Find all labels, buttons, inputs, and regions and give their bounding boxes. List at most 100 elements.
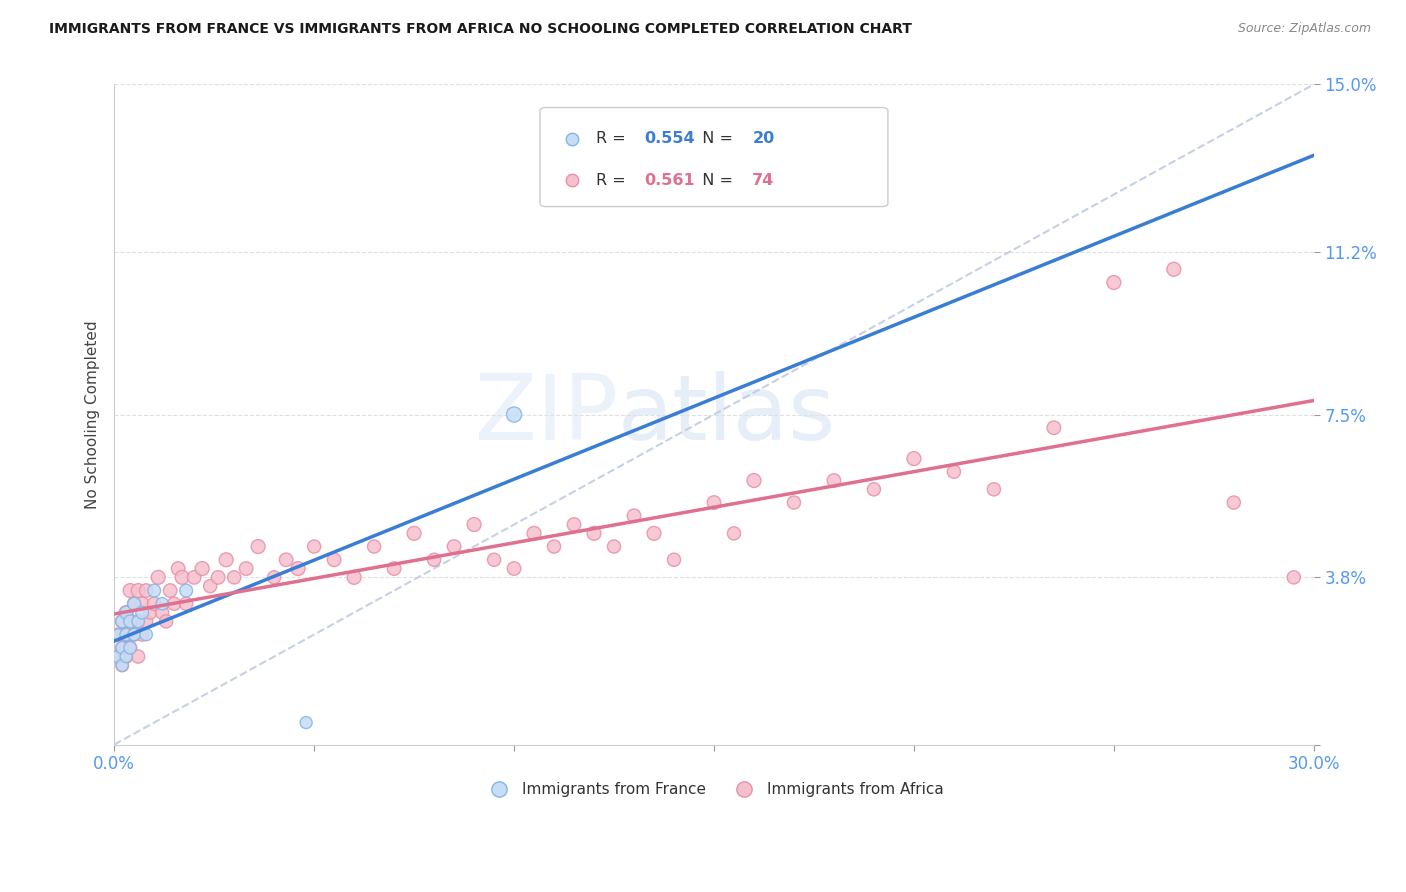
Point <box>235 561 257 575</box>
Y-axis label: No Schooling Completed: No Schooling Completed <box>86 320 100 508</box>
Text: IMMIGRANTS FROM FRANCE VS IMMIGRANTS FROM AFRICA NO SCHOOLING COMPLETED CORRELAT: IMMIGRANTS FROM FRANCE VS IMMIGRANTS FRO… <box>49 22 912 37</box>
Point <box>127 583 149 598</box>
Point <box>783 495 806 509</box>
Point <box>120 640 142 655</box>
Text: N =: N = <box>692 173 738 187</box>
Point <box>115 606 138 620</box>
Point <box>115 649 138 664</box>
Point <box>111 640 134 655</box>
Point <box>135 627 157 641</box>
Point <box>703 495 725 509</box>
Point <box>662 553 685 567</box>
Point <box>503 561 526 575</box>
Text: R =: R = <box>596 173 631 187</box>
Point <box>172 570 194 584</box>
Point <box>127 649 149 664</box>
Point <box>863 483 886 497</box>
Point <box>131 627 153 641</box>
Point <box>443 540 465 554</box>
Point <box>1223 495 1246 509</box>
Text: 0.561: 0.561 <box>644 173 695 187</box>
Point <box>983 483 1005 497</box>
Point <box>115 606 138 620</box>
Point <box>723 526 745 541</box>
Point <box>150 597 173 611</box>
Point <box>603 540 626 554</box>
Point <box>111 658 134 673</box>
Point <box>127 615 149 629</box>
Point <box>343 570 366 584</box>
Text: R =: R = <box>596 131 631 146</box>
Point <box>302 540 325 554</box>
Text: 0.554: 0.554 <box>644 131 695 146</box>
Point <box>295 715 318 730</box>
Point <box>115 649 138 664</box>
Point <box>523 526 546 541</box>
Point <box>543 540 565 554</box>
Point <box>903 451 925 466</box>
Point <box>623 508 645 523</box>
Point <box>1163 262 1185 277</box>
Point <box>404 526 426 541</box>
Point <box>323 553 346 567</box>
Point <box>942 465 965 479</box>
Point <box>120 583 142 598</box>
Point <box>159 583 181 598</box>
Point <box>139 606 162 620</box>
Point <box>174 583 197 598</box>
Point <box>276 553 298 567</box>
Point <box>107 649 129 664</box>
Legend: Immigrants from France, Immigrants from Africa: Immigrants from France, Immigrants from … <box>478 776 950 803</box>
Point <box>562 517 585 532</box>
FancyBboxPatch shape <box>540 108 889 207</box>
Point <box>107 627 129 641</box>
Point <box>131 606 153 620</box>
Point <box>120 615 142 629</box>
Point <box>463 517 485 532</box>
Text: 74: 74 <box>752 173 775 187</box>
Point <box>122 627 145 641</box>
Point <box>1043 421 1066 435</box>
Point <box>742 474 765 488</box>
Point <box>127 615 149 629</box>
Point <box>122 597 145 611</box>
Point <box>1282 570 1305 584</box>
Point <box>107 627 129 641</box>
Point <box>135 615 157 629</box>
Point <box>143 597 166 611</box>
Point <box>247 540 270 554</box>
Point <box>155 615 177 629</box>
Point <box>122 597 145 611</box>
Point <box>207 570 229 584</box>
Point <box>174 597 197 611</box>
Point <box>115 627 138 641</box>
Text: ZIP: ZIP <box>475 370 619 458</box>
Point <box>146 570 169 584</box>
Point <box>823 474 845 488</box>
Text: N =: N = <box>692 131 738 146</box>
Point <box>111 615 134 629</box>
Point <box>582 526 605 541</box>
Point <box>167 561 190 575</box>
Point <box>131 597 153 611</box>
Point <box>263 570 285 584</box>
Point <box>111 615 134 629</box>
Text: Source: ZipAtlas.com: Source: ZipAtlas.com <box>1237 22 1371 36</box>
Point <box>1102 276 1125 290</box>
Point <box>115 627 138 641</box>
Point <box>482 553 505 567</box>
Text: atlas: atlas <box>619 370 837 458</box>
Point <box>382 561 405 575</box>
Point <box>198 579 221 593</box>
Point <box>135 583 157 598</box>
Point <box>363 540 385 554</box>
Point <box>111 658 134 673</box>
Point <box>224 570 246 584</box>
Point <box>120 615 142 629</box>
Point <box>503 408 526 422</box>
Point <box>111 640 134 655</box>
Point <box>215 553 238 567</box>
Point <box>122 627 145 641</box>
Point <box>107 649 129 664</box>
Point <box>143 583 166 598</box>
